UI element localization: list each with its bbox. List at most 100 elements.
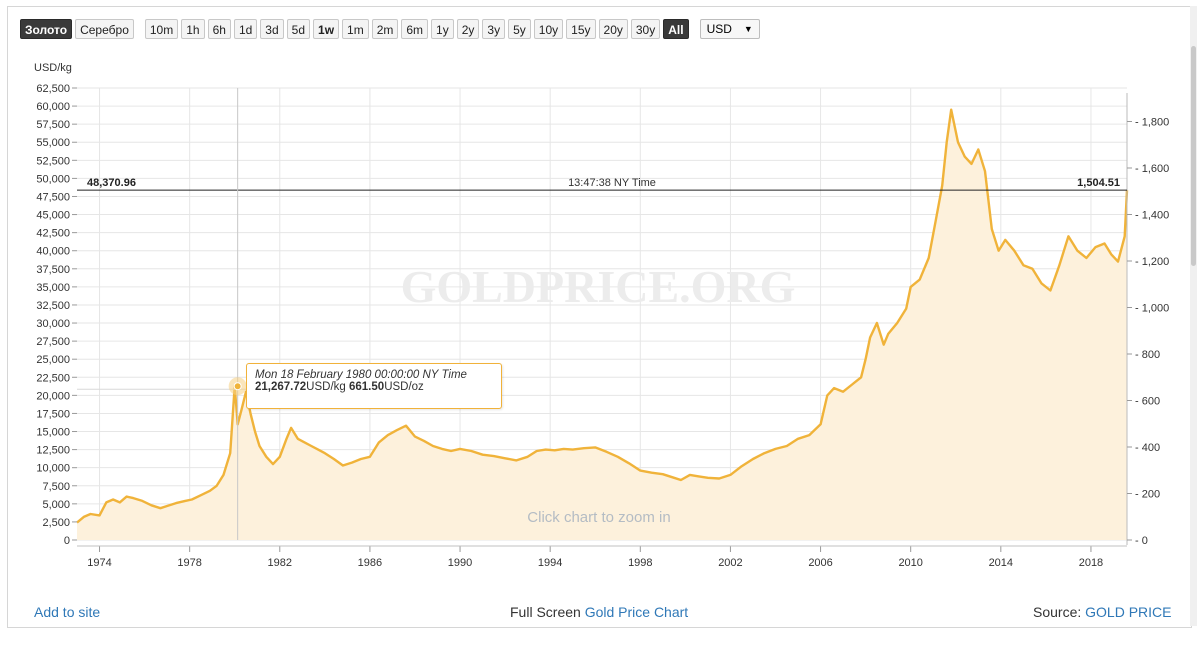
tick-label-left: 20,000 [36, 390, 70, 402]
source-label: Source: [1033, 604, 1082, 620]
tick-label-right: - 800 [1135, 349, 1160, 361]
tick-label-left: 5,000 [42, 499, 70, 511]
currency-value: USD [706, 22, 732, 36]
tick-label-left: 62,500 [36, 83, 70, 95]
gold-price-chart-link[interactable]: Gold Price Chart [584, 604, 689, 620]
zoom-hint: Click chart to zoom in [527, 509, 670, 526]
tick-label-left: 15,000 [36, 427, 70, 439]
tick-label-right: - 400 [1135, 442, 1160, 454]
gold-price-source-link[interactable]: GOLD PRICE [1085, 604, 1172, 620]
tick-label-right: - 200 [1135, 488, 1160, 500]
tooltip-oz-unit: USD/oz [384, 381, 424, 393]
scrollbar-thumb[interactable] [1191, 46, 1196, 266]
range-6m[interactable]: 6m [401, 19, 429, 39]
range-2y[interactable]: 2y [456, 19, 480, 39]
tooltip-kg-unit: USD/kg [306, 381, 346, 393]
tick-label-x: 1986 [358, 557, 382, 569]
range-3d[interactable]: 3d [260, 19, 284, 39]
tick-label-left: 32,500 [36, 300, 70, 312]
y-axis-unit: USD/kg [34, 62, 72, 74]
fullscreen-label: Full Screen [510, 604, 581, 620]
series-line [76, 108, 1129, 524]
tick-label-right: - 1,400 [1135, 209, 1169, 221]
tooltip-date: Mon 18 February 1980 00:00:00 NY Time [255, 369, 467, 381]
crosshair-right-label: 1,504.51 [1077, 177, 1120, 189]
tooltip-oz-value: 661.50 [349, 381, 385, 393]
tick-label-left: 55,000 [36, 137, 70, 149]
tick-label-left: 17,500 [36, 408, 70, 420]
range-2m[interactable]: 2m [371, 19, 399, 39]
crosshair-time-label: 13:47:38 NY Time [568, 177, 656, 189]
hover-point [233, 382, 242, 391]
tick-label-left: 60,000 [36, 101, 70, 113]
range-15y[interactable]: 15y [566, 19, 596, 39]
tick-label-x: 2018 [1079, 557, 1103, 569]
range-10y[interactable]: 10y [533, 19, 564, 39]
tick-label-x: 1998 [628, 557, 652, 569]
tick-label-left: 22,500 [36, 372, 70, 384]
tooltip: Mon 18 February 1980 00:00:00 NY Time 21… [246, 363, 502, 409]
tick-label-x: 1978 [177, 557, 201, 569]
tick-label-left: 40,000 [36, 246, 70, 258]
range-5y[interactable]: 5y [508, 19, 531, 39]
range-1y[interactable]: 1y [431, 19, 454, 39]
area-fill [77, 109, 1127, 540]
range-1h[interactable]: 1h [181, 19, 205, 39]
range-3y[interactable]: 3y [482, 19, 506, 39]
tick-label-left: 35,000 [36, 282, 70, 294]
tick-label-right: - 1,000 [1135, 302, 1169, 314]
tick-label-x: 1974 [87, 557, 111, 569]
tick-label-x: 2002 [718, 557, 742, 569]
fullscreen-footer: Full Screen Gold Price Chart [510, 604, 688, 620]
range-all[interactable]: All [663, 19, 689, 39]
tick-label-x: 2010 [898, 557, 922, 569]
crosshair-left-label: 48,370.96 [87, 177, 136, 189]
tick-label-x: 1990 [448, 557, 472, 569]
tick-label-x: 1994 [538, 557, 562, 569]
range-6h[interactable]: 6h [207, 19, 231, 39]
range-30y[interactable]: 30y [630, 19, 661, 39]
range-10m[interactable]: 10m [144, 19, 179, 39]
tick-label-left: 45,000 [36, 210, 70, 222]
tick-label-left: 7,500 [42, 481, 70, 493]
currency-select[interactable]: USD ▼ [699, 19, 760, 39]
tick-label-right: - 0 [1135, 535, 1148, 547]
tick-label-left: 57,500 [36, 119, 70, 131]
range-1d[interactable]: 1d [233, 19, 258, 39]
source-footer: Source: GOLD PRICE [1033, 604, 1172, 620]
toolbar: Золото Серебро 10m 1h 6h 1d 3d 5d 1w 1m … [20, 17, 760, 41]
tick-label-left: 37,500 [36, 264, 70, 276]
tick-label-right: - 1,800 [1135, 116, 1169, 128]
tick-label-left: 25,000 [36, 354, 70, 366]
gold-tab[interactable]: Золото [20, 19, 73, 39]
tick-label-left: 42,500 [36, 228, 70, 240]
range-5d[interactable]: 5d [286, 19, 311, 39]
range-20y[interactable]: 20y [598, 19, 628, 39]
range-1m[interactable]: 1m [342, 19, 369, 39]
tick-label-left: 50,000 [36, 173, 70, 185]
tick-label-x: 2014 [989, 557, 1013, 569]
tick-label-left: 52,500 [36, 155, 70, 167]
tick-label-left: 12,500 [36, 445, 70, 457]
tick-label-right: - 600 [1135, 395, 1160, 407]
tick-label-x: 2006 [808, 557, 832, 569]
watermark: GOLDPRICE.ORG [401, 261, 796, 312]
tick-label-left: 10,000 [36, 463, 70, 475]
tick-label-left: 0 [64, 535, 70, 547]
tick-label-left: 30,000 [36, 318, 70, 330]
chevron-down-icon: ▼ [743, 24, 753, 34]
tick-label-x: 1982 [268, 557, 292, 569]
tooltip-kg-value: 21,267.72 [255, 381, 307, 393]
tick-label-left: 47,500 [36, 191, 70, 203]
scrollbar[interactable] [1190, 6, 1197, 626]
axes: 0 2,500 5,000 7,500 10,000 12,500 15,000 17,500… [36, 83, 1169, 569]
silver-tab[interactable]: Серебро [75, 19, 134, 39]
tick-label-left: 2,500 [42, 517, 70, 529]
range-1w[interactable]: 1w [313, 19, 340, 39]
tick-label-right: - 1,200 [1135, 256, 1169, 268]
tooltip-values: 21,267.72USD/kg 661.50USD/oz [255, 381, 493, 393]
tick-label-left: 27,500 [36, 336, 70, 348]
add-to-site-link[interactable]: Add to site [34, 604, 101, 620]
tick-label-right: - 1,600 [1135, 163, 1169, 175]
